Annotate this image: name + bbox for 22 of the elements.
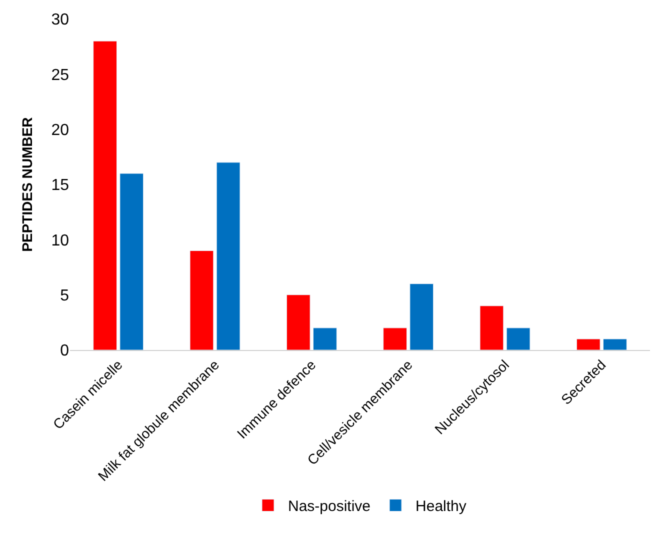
- bar: [603, 338, 627, 350]
- legend-label: Nas-positive: [288, 498, 371, 516]
- bar: [93, 40, 117, 350]
- y-tick-label: 25: [51, 66, 70, 84]
- y-tick-label: 15: [51, 177, 70, 194]
- bar: [190, 250, 214, 350]
- bar: [313, 328, 337, 350]
- y-axis-title: PEPTIDES NUMBER: [18, 117, 35, 252]
- bar: [286, 294, 310, 350]
- bar: [410, 284, 434, 350]
- y-tick-label: 30: [51, 12, 70, 29]
- bar: [216, 162, 240, 350]
- bar: [383, 328, 407, 350]
- bar: [120, 173, 144, 350]
- legend-label: Healthy: [416, 498, 467, 516]
- bar: [506, 328, 530, 350]
- bar: [480, 306, 504, 350]
- y-tick-label: 0: [60, 342, 70, 360]
- y-tick-label: 20: [51, 122, 70, 139]
- y-tick-label: 5: [60, 287, 70, 304]
- y-tick-label: 10: [51, 232, 70, 250]
- bar: [576, 338, 600, 350]
